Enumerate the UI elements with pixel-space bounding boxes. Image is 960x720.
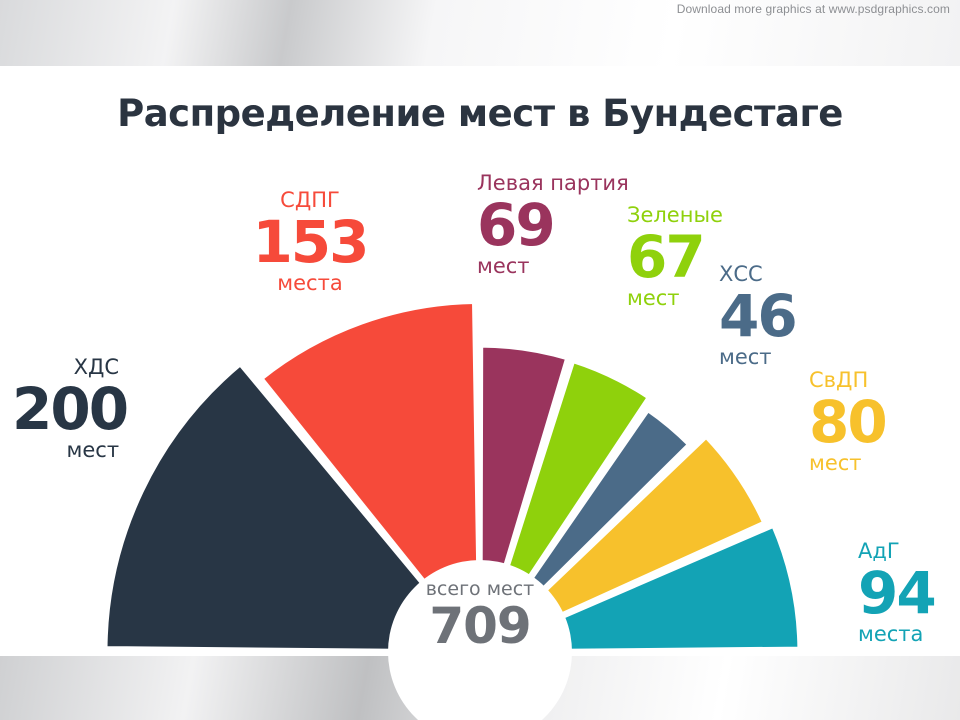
- total-label: всего мест: [425, 578, 535, 600]
- sector-0: [102, 361, 483, 655]
- party-name-left-party: Левая партия: [477, 171, 629, 195]
- seats-fdp: 80: [809, 388, 888, 456]
- seats-greens: 67: [627, 223, 706, 291]
- label-afd: АдГ 94 места: [858, 539, 937, 646]
- seats-left-party: 69: [477, 191, 556, 259]
- seats-cdu: 200: [12, 375, 129, 443]
- unit-afd: места: [858, 622, 924, 646]
- unit-greens: мест: [627, 286, 680, 310]
- party-name-cdu: ХДС: [73, 355, 120, 379]
- party-name-spd: СДПГ: [280, 188, 340, 212]
- seats-spd: 153: [252, 208, 369, 276]
- page-title: Распределение мест в Бундестаге: [117, 92, 843, 135]
- background-top-band: [0, 0, 960, 66]
- seats-csu: 46: [719, 282, 798, 350]
- label-csu: ХСС 46 мест: [719, 262, 798, 369]
- total-seats: всего мест 709: [396, 578, 564, 655]
- unit-fdp: мест: [809, 451, 862, 475]
- label-cdu: ХДС 200 мест: [12, 355, 129, 462]
- party-name-csu: ХСС: [719, 262, 763, 286]
- seats-afd: 94: [858, 559, 937, 627]
- unit-spd: места: [277, 271, 343, 295]
- center-hub: [388, 560, 572, 720]
- party-name-greens: Зеленые: [627, 203, 723, 227]
- watermark: Download more graphics at www.psdgraphic…: [676, 2, 950, 16]
- party-name-afd: АдГ: [858, 539, 900, 563]
- party-name-fdp: СвДП: [809, 368, 869, 392]
- total-number: 709: [429, 597, 531, 655]
- sector-1: [258, 299, 483, 655]
- label-left-party: Левая партия 69 мест: [477, 173, 629, 277]
- label-greens: Зеленые 67 мест: [627, 205, 723, 309]
- unit-csu: мест: [719, 345, 772, 369]
- label-fdp: СвДП 80 мест: [809, 368, 888, 475]
- label-spd: СДПГ 153 места: [252, 188, 369, 295]
- unit-left-party: мест: [477, 254, 530, 278]
- unit-cdu: мест: [66, 438, 120, 462]
